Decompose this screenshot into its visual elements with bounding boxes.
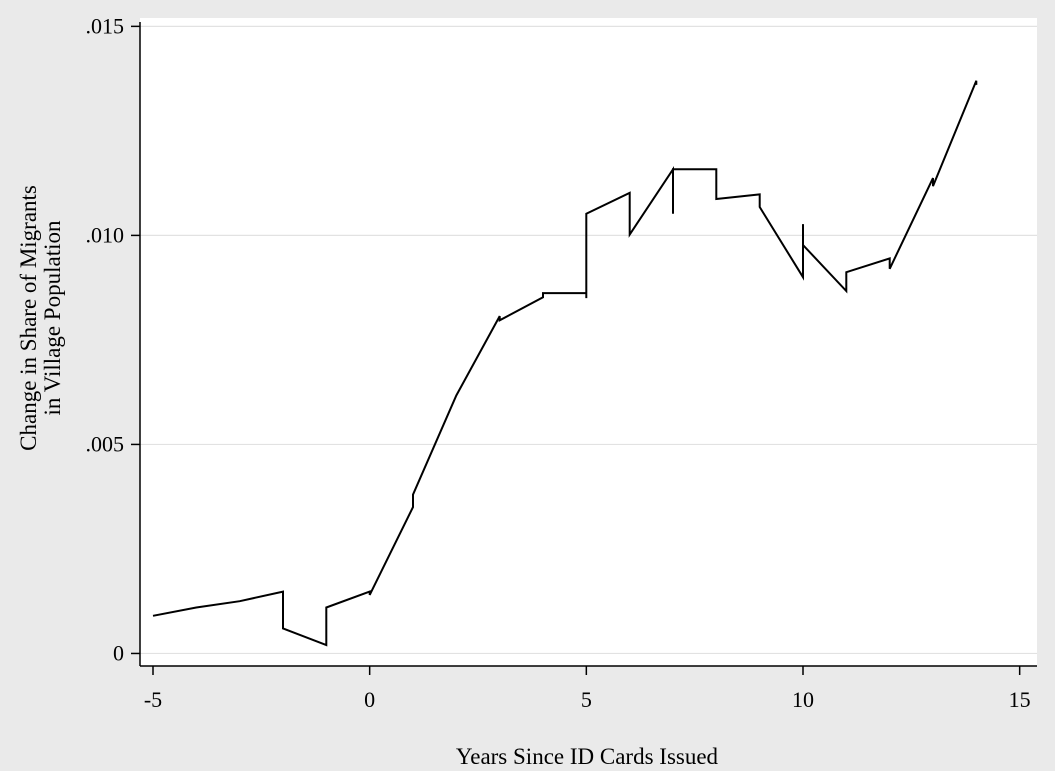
plot-area	[140, 18, 1037, 666]
x-tick-label: -5	[144, 687, 162, 712]
y-tick-label: .010	[86, 222, 125, 247]
y-tick-label: .005	[86, 431, 125, 456]
x-tick-label: 15	[1009, 687, 1031, 712]
x-tick-label: 0	[364, 687, 375, 712]
x-tick-label: 5	[581, 687, 592, 712]
y-axis-title-line-2: in Village Population	[40, 220, 65, 415]
series-layer	[152, 80, 978, 647]
x-tick-label: 10	[792, 687, 814, 712]
ticks: 0 .005 .010 .015 -5 0 5 10 15	[86, 13, 1031, 712]
x-axis-title: Years Since ID Cards Issued	[456, 744, 719, 769]
y-tick-label: 0	[113, 640, 124, 665]
grid	[140, 25, 1037, 655]
y-tick-label: .015	[86, 13, 125, 38]
series-line	[152, 80, 978, 647]
y-axis-title: Change in Share of Migrants in Village P…	[16, 185, 65, 451]
y-axis-title-line-1: Change in Share of Migrants	[16, 185, 41, 451]
